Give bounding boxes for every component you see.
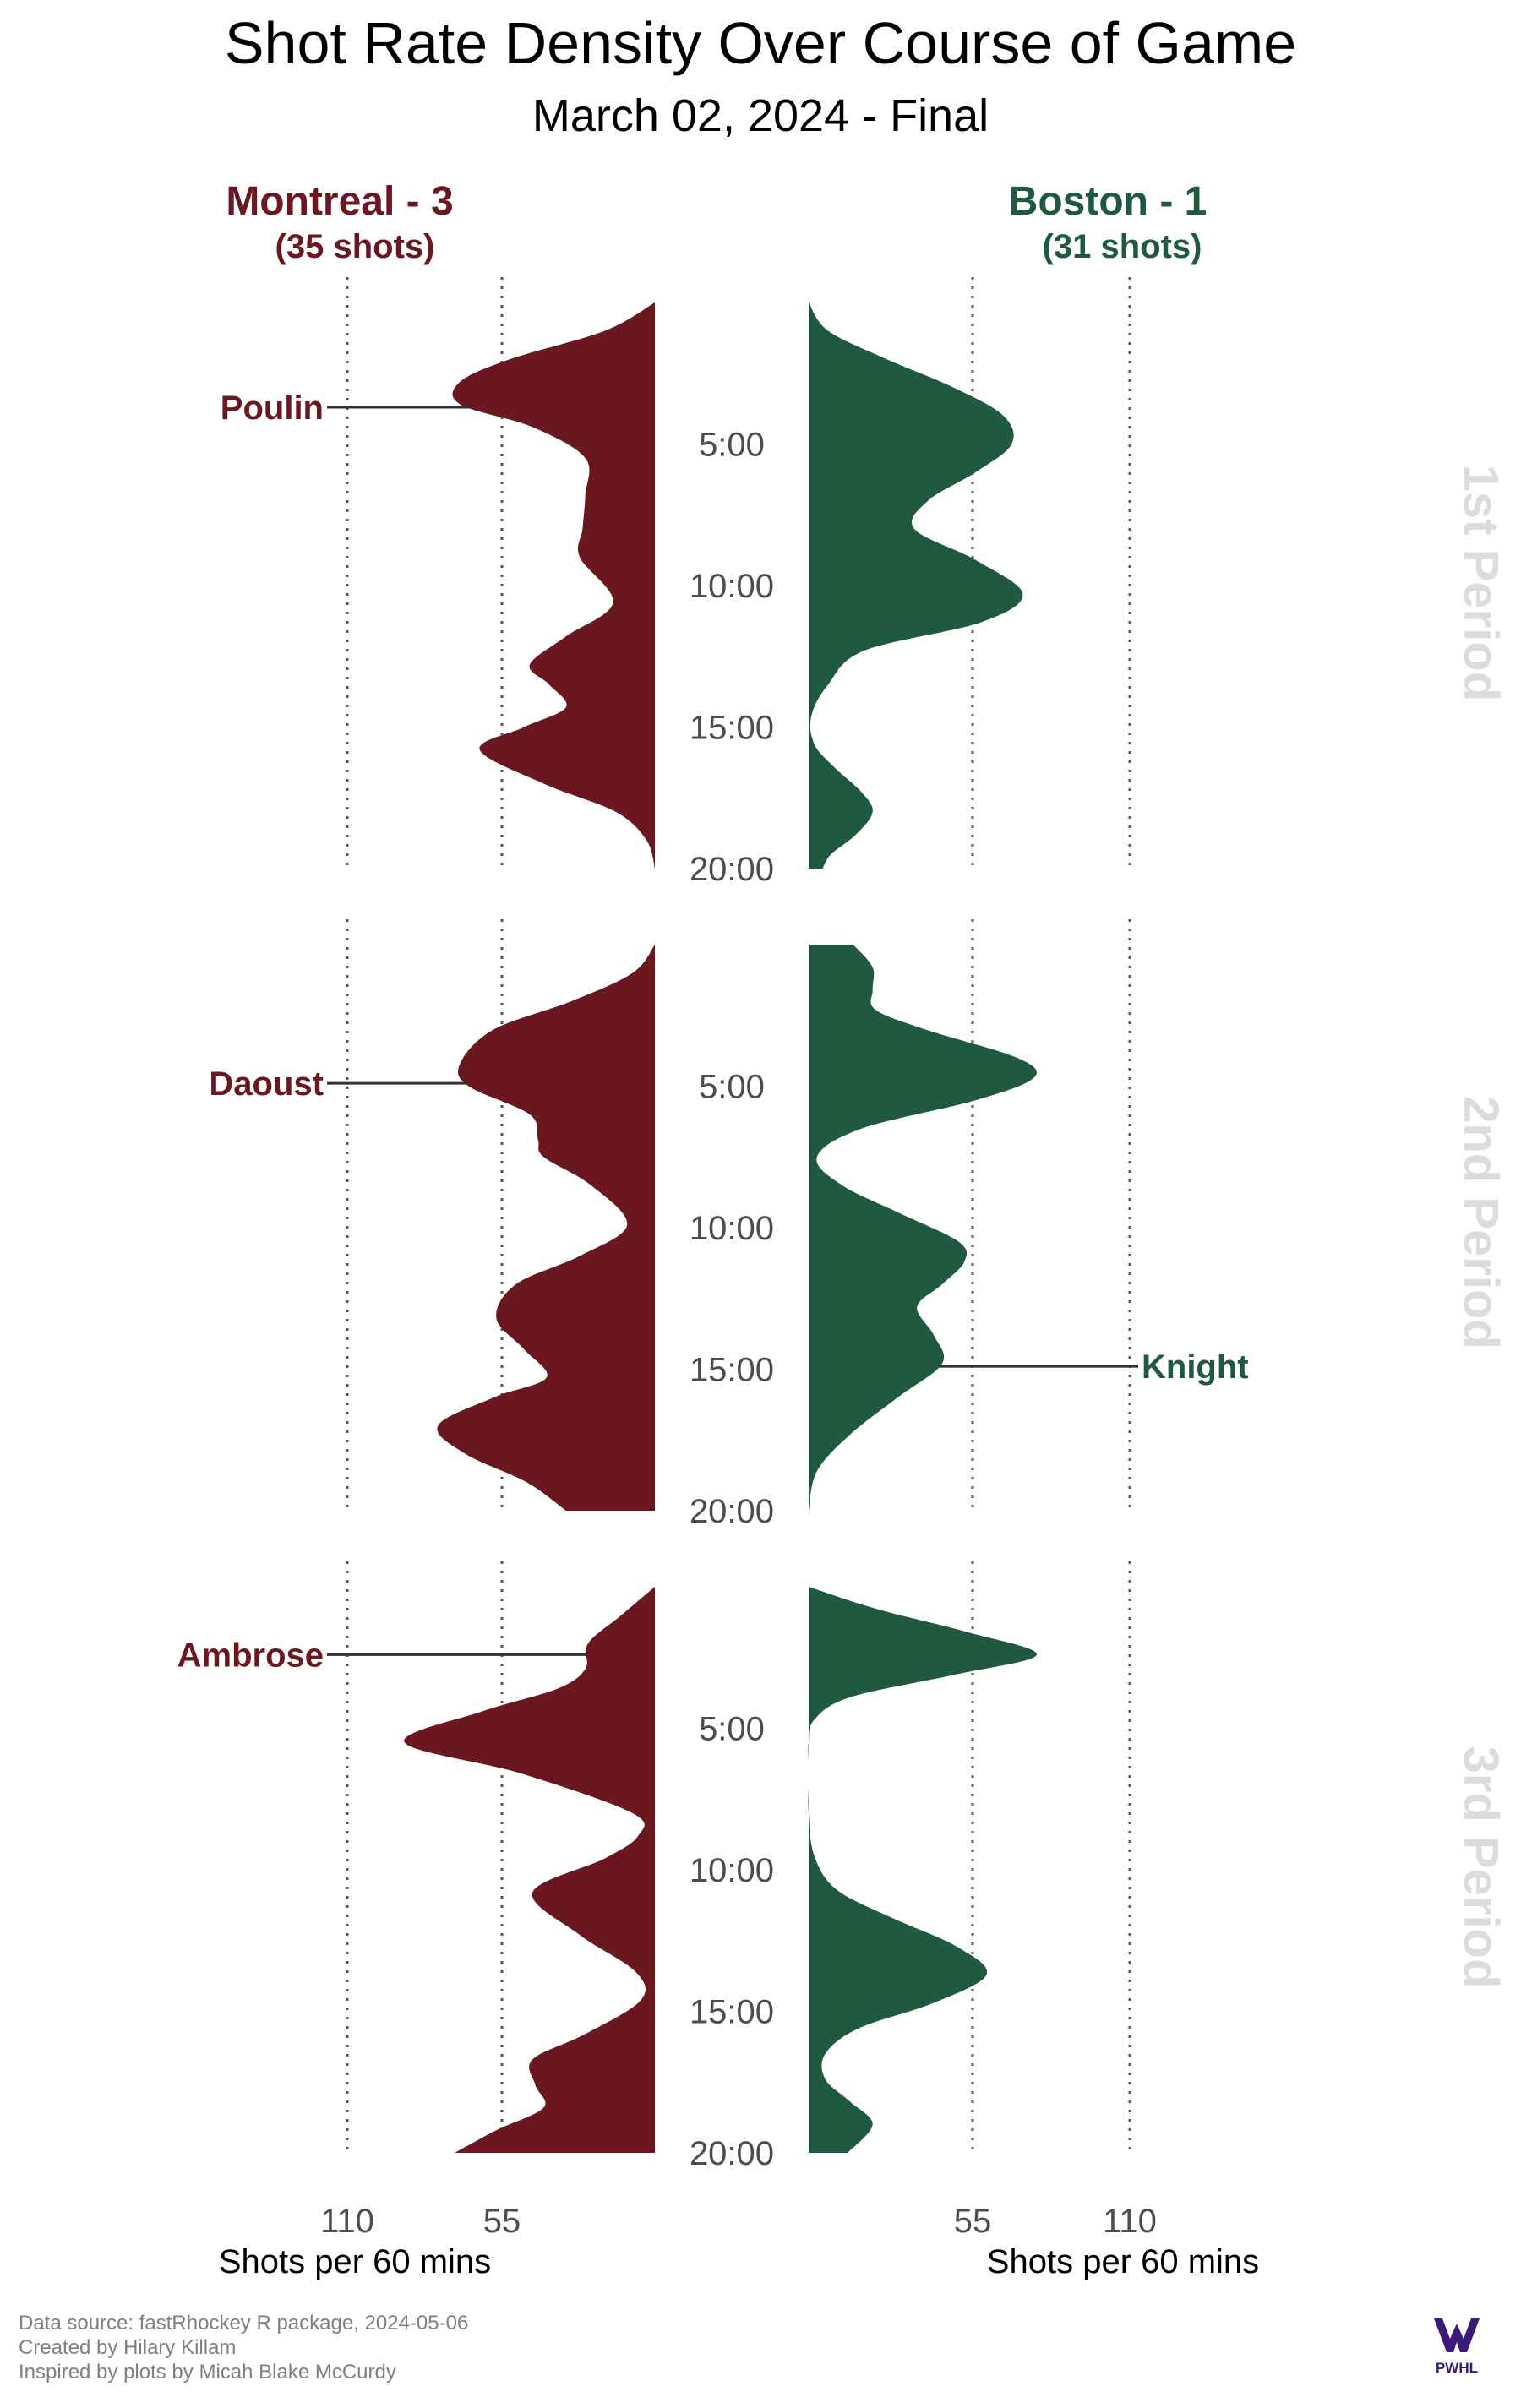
pwhl-logo-text: PWHL — [1436, 2360, 1478, 2376]
caption-inspired-by: Inspired by plots by Micah Blake McCurdy — [19, 2361, 396, 2383]
time-label-p3-4: 20:00 — [690, 2135, 774, 2172]
time-axis: 5:00 10:00 15:00 20:00 5:00 10:00 15:00 20:00 5:… — [690, 427, 774, 2173]
time-label-p1-1: 5:00 — [699, 427, 765, 464]
player-label-knight: Knight — [1142, 1348, 1249, 1386]
left-tick-55: 55 — [483, 2203, 521, 2240]
period-label-2: 2nd Period — [1453, 1096, 1508, 1349]
away-density-period-1 — [809, 302, 1023, 869]
density-areas — [404, 302, 1038, 2153]
period-labels: 1st Period 2nd Period 3rd Period — [1453, 465, 1508, 1989]
time-label-p2-1: 5:00 — [699, 1069, 765, 1106]
chart-title: Shot Rate Density Over Course of Game — [225, 10, 1296, 76]
caption-data-source: Data source: fastRhockey R package, 2024… — [19, 2312, 468, 2334]
away-team-label: Boston - 1 — [1009, 179, 1208, 224]
pwhl-logo: PWHL — [1434, 2318, 1480, 2376]
right-axis-title: Shots per 60 mins — [987, 2243, 1259, 2280]
home-density-period-3 — [404, 1587, 655, 2153]
left-tick-110: 110 — [320, 2203, 374, 2240]
home-density-period-1 — [452, 302, 655, 869]
time-label-p3-2: 10:00 — [690, 1852, 774, 1889]
left-axis-title: Shots per 60 mins — [219, 2243, 491, 2280]
time-label-p1-3: 15:00 — [690, 710, 774, 747]
home-team-label: Montreal - 3 — [226, 179, 453, 224]
period-label-3: 3rd Period — [1453, 1746, 1508, 1989]
home-team-shots: (35 shots) — [275, 228, 435, 265]
player-label-ambrose: Ambrose — [177, 1637, 324, 1674]
home-density-period-2 — [437, 945, 655, 1511]
player-labels: Poulin Daoust Knight Ambrose — [177, 390, 1249, 1674]
away-density-period-3 — [808, 1587, 1037, 2153]
player-label-daoust: Daoust — [209, 1065, 324, 1103]
right-tick-110: 110 — [1103, 2203, 1157, 2240]
pwhl-logo-icon — [1434, 2318, 1480, 2352]
right-tick-55: 55 — [954, 2203, 992, 2240]
away-team-shots: (31 shots) — [1043, 228, 1202, 265]
chart-subtitle: March 02, 2024 - Final — [532, 90, 989, 141]
player-label-poulin: Poulin — [221, 390, 324, 427]
time-label-p3-1: 5:00 — [699, 1711, 765, 1748]
time-label-p2-2: 10:00 — [690, 1210, 774, 1247]
time-label-p2-3: 15:00 — [690, 1352, 774, 1389]
time-label-p2-4: 20:00 — [690, 1493, 774, 1530]
time-label-p1-2: 10:00 — [690, 568, 774, 605]
time-label-p1-4: 20:00 — [690, 851, 774, 888]
away-density-period-2 — [809, 945, 1038, 1511]
period-label-1: 1st Period — [1453, 465, 1508, 701]
time-label-p3-3: 15:00 — [690, 1994, 774, 2031]
gridlines — [346, 277, 1131, 2153]
caption-created-by: Created by Hilary Killam — [19, 2336, 236, 2359]
